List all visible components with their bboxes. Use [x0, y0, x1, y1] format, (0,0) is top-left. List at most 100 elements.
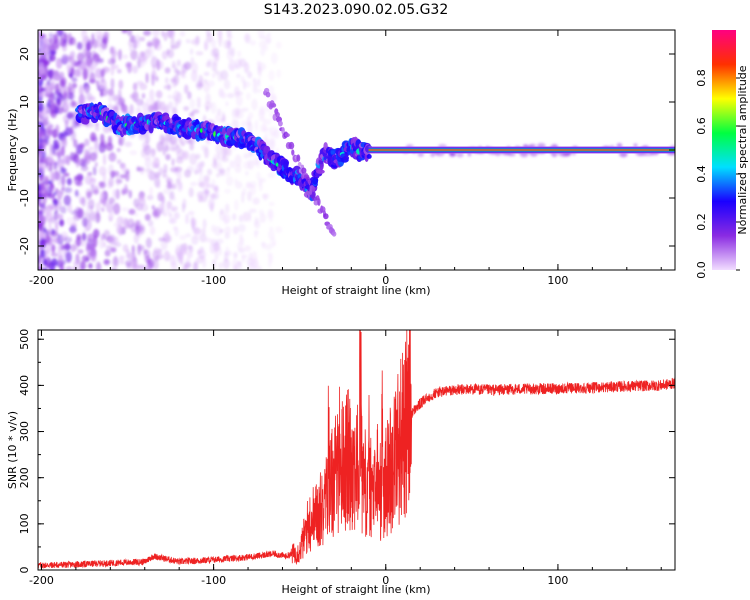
noise-blob	[136, 167, 145, 172]
noise-blob	[113, 202, 121, 215]
noise-blob	[55, 59, 61, 69]
noise-blob	[242, 160, 251, 170]
noise-blob	[210, 101, 217, 114]
noise-blob	[103, 229, 111, 241]
noise-blob	[102, 241, 106, 248]
noise-blob	[89, 151, 98, 162]
noise-blob	[58, 220, 65, 226]
noise-blob	[128, 44, 134, 52]
noise-blob	[107, 88, 115, 96]
noise-blob	[94, 161, 98, 168]
noise-blob	[68, 82, 72, 94]
noise-blob	[142, 110, 150, 116]
ridge-blob	[366, 153, 372, 159]
noise-blob	[52, 39, 60, 51]
noise-blob	[129, 104, 134, 115]
noise-blob	[127, 61, 132, 74]
noise-blob	[38, 221, 44, 232]
noise-blob	[121, 187, 129, 194]
noise-blob	[194, 36, 200, 47]
noise-blob	[70, 209, 79, 215]
noise-blob	[66, 63, 72, 74]
x-tick-label: 0	[382, 574, 389, 587]
noise-blob	[55, 124, 60, 134]
noise-blob	[265, 38, 272, 44]
noise-blob	[183, 84, 189, 94]
noise-blob	[267, 172, 276, 179]
noise-blob	[196, 191, 205, 199]
y-tick-label: 20	[18, 47, 31, 61]
noise-blob	[141, 93, 146, 99]
noise-blob	[149, 89, 155, 101]
noise-blob	[84, 84, 89, 95]
noise-blob	[197, 249, 201, 256]
noise-blob	[201, 228, 206, 235]
noise-blob	[154, 175, 161, 188]
noise-blob	[216, 108, 222, 116]
noise-blob	[94, 40, 102, 48]
noise-blob	[137, 196, 146, 207]
noise-blob	[265, 243, 273, 251]
noise-blob	[49, 162, 53, 173]
noise-blob	[181, 202, 186, 213]
noise-blob	[86, 41, 91, 52]
noise-blob	[118, 225, 123, 237]
noise-blob	[108, 164, 114, 177]
noise-blob	[112, 170, 120, 177]
carrier-line	[368, 146, 675, 154]
noise-blob	[38, 150, 43, 161]
noise-blob	[225, 176, 234, 187]
noise-blob	[135, 34, 141, 44]
snr-x-axis-label: Height of straight line (km)	[281, 583, 430, 596]
noise-blob	[215, 143, 223, 154]
noise-blob	[208, 197, 215, 210]
noise-blob	[186, 251, 193, 259]
noise-blob	[95, 68, 103, 79]
y-tick-label: -20	[18, 237, 31, 255]
noise-blob	[138, 36, 146, 42]
noise-blob	[181, 150, 190, 161]
noise-blob	[202, 218, 207, 230]
noise-blob	[73, 261, 79, 266]
x-tick-label: 100	[547, 574, 568, 587]
noise-blob	[218, 262, 223, 269]
noise-blob	[633, 143, 638, 148]
noise-blob	[86, 243, 91, 251]
noise-blob	[70, 58, 75, 71]
noise-blob	[137, 264, 146, 270]
noise-blob	[118, 135, 125, 147]
noise-blob	[38, 66, 46, 75]
noise-blob	[140, 51, 145, 58]
noise-blob	[104, 249, 111, 257]
noise-blob	[252, 197, 260, 205]
noise-blob	[59, 79, 66, 88]
noise-blob	[188, 211, 195, 216]
ridge-blob	[311, 186, 316, 192]
noise-blob	[145, 72, 149, 84]
noise-blob	[260, 47, 266, 57]
noise-blob	[129, 34, 136, 43]
noise-blob	[47, 137, 52, 147]
noise-blob	[257, 77, 261, 88]
noise-blob	[108, 197, 116, 204]
noise-blob	[267, 139, 276, 150]
noise-blob	[155, 90, 163, 99]
noise-blob	[44, 245, 51, 258]
noise-blob	[134, 212, 139, 217]
noise-blob	[271, 95, 277, 102]
y-tick-label: 10	[18, 95, 31, 109]
noise-blob	[50, 216, 56, 224]
noise-blob	[177, 38, 182, 46]
noise-blob	[147, 219, 154, 227]
noise-blob	[113, 222, 118, 228]
noise-blob	[174, 98, 179, 107]
noise-blob	[145, 168, 153, 173]
noise-blob	[241, 254, 248, 259]
noise-blob	[275, 147, 280, 154]
noise-blob	[83, 58, 92, 71]
noise-blob	[161, 50, 168, 60]
noise-blob	[127, 30, 133, 37]
noise-blob	[206, 32, 213, 43]
noise-blob	[64, 186, 73, 194]
snr-line	[38, 330, 675, 569]
